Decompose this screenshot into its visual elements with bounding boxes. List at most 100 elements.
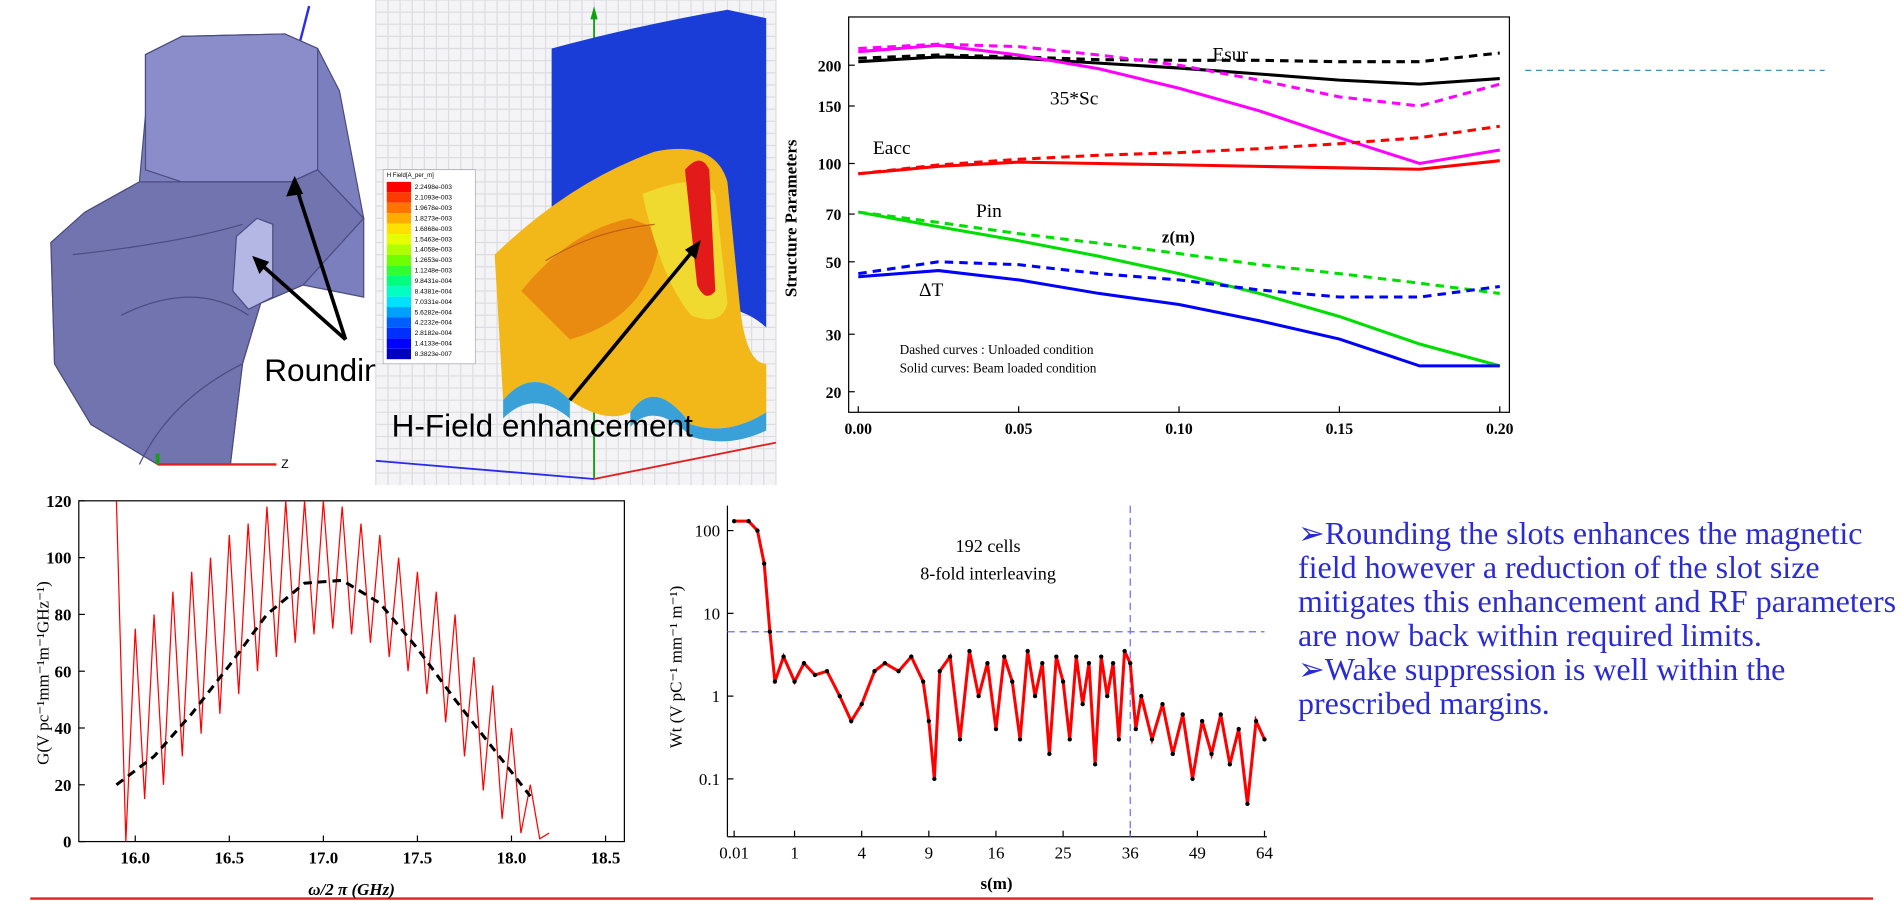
series-line — [858, 55, 1500, 86]
annotation: 35*Sc — [1050, 88, 1099, 109]
data-point — [1160, 701, 1165, 707]
colorbar-swatch — [386, 254, 411, 266]
series-line — [858, 210, 1500, 295]
colorbar-label: 8.3823e-007 — [415, 351, 453, 358]
x-tick-label: 0.10 — [1165, 421, 1193, 438]
x-tick-label: 0.00 — [845, 421, 873, 438]
data-point — [932, 776, 937, 782]
colorbar-swatch — [386, 286, 411, 297]
data-point — [976, 693, 981, 699]
colorbar-swatch — [386, 265, 411, 276]
y-tick-label: 100 — [818, 157, 842, 174]
annotation: Esur — [1212, 45, 1248, 66]
series-line — [858, 269, 1500, 368]
annotation: Solid curves: Beam loaded condition — [900, 360, 1097, 375]
x-tick-label: 16 — [987, 844, 1004, 863]
series-line — [858, 159, 1500, 176]
data-point — [755, 528, 760, 533]
colorbar-swatch — [386, 275, 411, 287]
data-point — [1047, 751, 1052, 757]
x-tick-label: 36 — [1122, 844, 1139, 863]
data-point — [762, 561, 767, 566]
field-figure: H Field[A_per_m] 2.2498e-003 2.1093e-003 1… — [375, 0, 777, 486]
y-tick-label: 70 — [826, 207, 842, 224]
colorbar-swatch — [386, 202, 411, 214]
colorbar-swatch — [386, 213, 411, 224]
x-tick-label: 4 — [857, 844, 866, 863]
data-point — [1099, 654, 1104, 659]
series-line — [858, 42, 1501, 108]
data-point — [801, 660, 807, 666]
colorbar-label: 7.0331e-004 — [415, 299, 453, 306]
data-point — [1002, 654, 1007, 659]
data-point — [1067, 737, 1072, 742]
data-point — [1199, 718, 1205, 724]
bullet: ➢Rounding the slots enhances the magneti… — [1298, 515, 1897, 653]
data-point — [1170, 751, 1175, 757]
data-point — [772, 679, 778, 684]
y-tick-label: 0 — [63, 833, 71, 852]
x-tick-label: 18.0 — [497, 848, 527, 867]
series-line — [858, 124, 1500, 176]
y-axis-label: Wt (V pC⁻¹ mm⁻¹ m⁻¹) — [666, 586, 685, 749]
data-point — [1032, 693, 1038, 699]
x-axis-label: ω/2 π (GHz) — [308, 880, 395, 899]
data-point — [957, 737, 963, 742]
series-line — [858, 51, 1500, 64]
data-point — [1025, 648, 1030, 654]
colorbar-swatch — [386, 223, 411, 235]
chart: 0.00 0.05 0.10 0.15 0.20 20 30 50 70 100 150 200 z(m… — [782, 16, 1514, 438]
x-tick-label: 0.20 — [1486, 421, 1514, 438]
data-point — [937, 669, 942, 674]
y-tick-label: 40 — [55, 719, 72, 738]
colorbar-swatch — [386, 181, 411, 193]
x-axis-label: s(m) — [981, 874, 1013, 893]
colorbar-swatch — [386, 296, 411, 308]
data-point — [872, 669, 877, 674]
colorbar-label: 8.4381e-004 — [415, 288, 453, 295]
data-point — [920, 679, 926, 684]
y-tick-label: 20 — [55, 776, 72, 795]
data-point — [896, 669, 901, 674]
data-point — [993, 726, 999, 732]
annotation: 8-fold interleaving — [920, 564, 1056, 584]
axis-label: Z — [281, 457, 289, 471]
y-tick-label: 60 — [55, 662, 72, 681]
plot-area — [78, 500, 625, 843]
data-point — [1017, 737, 1023, 742]
y-tick-label: 50 — [826, 255, 842, 272]
colorbar-label: 1.1248e-003 — [415, 268, 453, 275]
data-point — [859, 701, 864, 707]
series-line — [115, 500, 550, 842]
data-point — [824, 669, 830, 674]
annotation: Pin — [976, 201, 1002, 222]
data-point — [1040, 660, 1045, 666]
x-tick-label: 25 — [1055, 844, 1072, 863]
data-point — [1139, 693, 1144, 699]
data-point — [792, 679, 797, 684]
data-point — [985, 660, 990, 666]
data-point — [1116, 737, 1122, 742]
colorbar-label: 1.9678e-003 — [415, 205, 453, 212]
data-point — [909, 654, 914, 659]
series-line — [115, 578, 532, 798]
data-point — [731, 518, 737, 524]
data-point — [1074, 654, 1079, 659]
data-point — [767, 629, 773, 634]
data-point — [1128, 660, 1133, 666]
annotation: Eacc — [873, 138, 911, 159]
y-tick-label: 1 — [712, 687, 720, 706]
x-tick-label: 0.05 — [1005, 421, 1033, 438]
colorbar-label: 1.6868e-003 — [415, 226, 453, 233]
colorbar-swatch — [386, 244, 411, 255]
data-point — [1122, 648, 1127, 654]
series-line — [858, 210, 1501, 368]
x-tick-label: 16.5 — [214, 848, 244, 867]
y-tick-label: 10 — [703, 604, 720, 623]
data-point — [1180, 712, 1185, 717]
colorbar-label: 4.2232e-004 — [415, 320, 453, 327]
data-point — [837, 693, 842, 699]
y-tick-label: 80 — [55, 605, 72, 624]
data-point — [1054, 654, 1059, 659]
